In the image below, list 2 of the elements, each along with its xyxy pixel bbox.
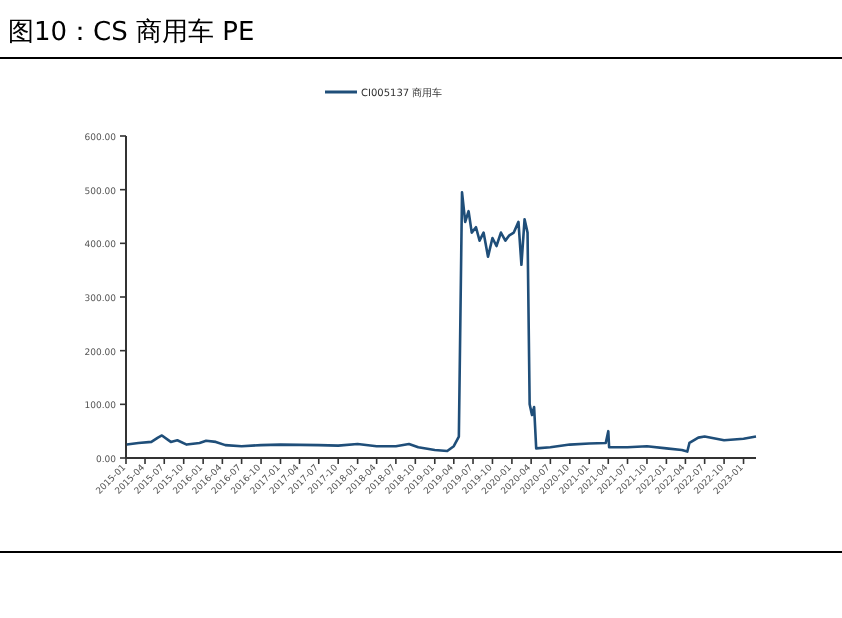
chart-title: 图10：CS 商用车 PE <box>8 18 255 48</box>
line-series <box>125 191 758 453</box>
